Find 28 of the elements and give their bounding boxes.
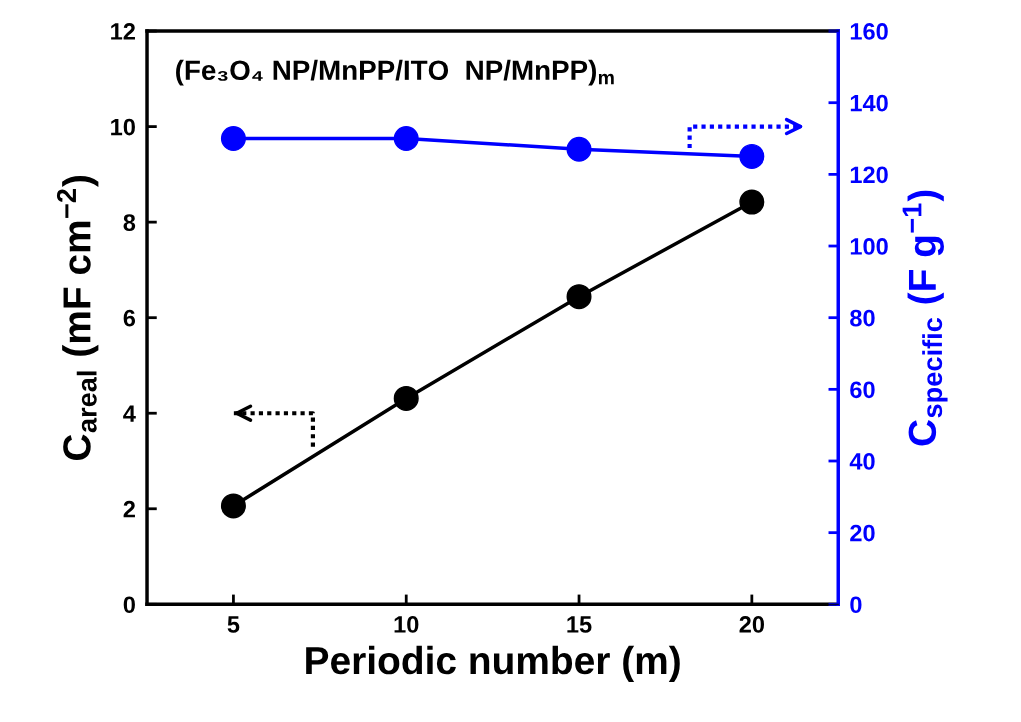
y2-tick-label: 100: [850, 238, 888, 255]
annotation: (Fe₃O₄ NP/MnPP/ITO NP/MnPP)$_{m}$: [176, 59, 614, 86]
y2-tick-label: 40: [849, 453, 875, 470]
point: [393, 385, 419, 411]
y-tick-label: 10: [111, 118, 135, 136]
y-tick-label: 0: [123, 596, 135, 614]
point: [739, 189, 765, 215]
y2-tick-label: 0: [850, 596, 862, 614]
y-tick-label: 4: [123, 405, 136, 422]
y-tick-label: 8: [123, 214, 136, 231]
y2-axis-title: C$_{specific}$ (F g$^{−1}$): [902, 190, 948, 446]
point: [220, 493, 246, 519]
y-tick-label: 6: [123, 309, 136, 327]
x-tick-label: 10: [394, 616, 419, 633]
y2-tick-label: 80: [850, 309, 875, 327]
x-tick-label: 15: [567, 616, 592, 633]
y2-tick-label: 160: [850, 23, 888, 40]
x-tick-label: 5: [227, 616, 240, 633]
y-axis-title: C$_{areal}$ (mF cm$^{−2}$): [56, 175, 99, 460]
x-axis-title: Periodic number (m): [306, 645, 680, 683]
x-tick-label: 20: [739, 616, 764, 633]
point: [566, 284, 592, 310]
y2-tick-label: 140: [850, 94, 888, 112]
y-tick-label: 12: [111, 23, 135, 40]
y2-tick-label: 60: [850, 381, 875, 399]
y2-tick-label: 20: [850, 524, 875, 542]
y-tick-label: 2: [123, 500, 135, 518]
y2-tick-label: 120: [850, 166, 888, 184]
